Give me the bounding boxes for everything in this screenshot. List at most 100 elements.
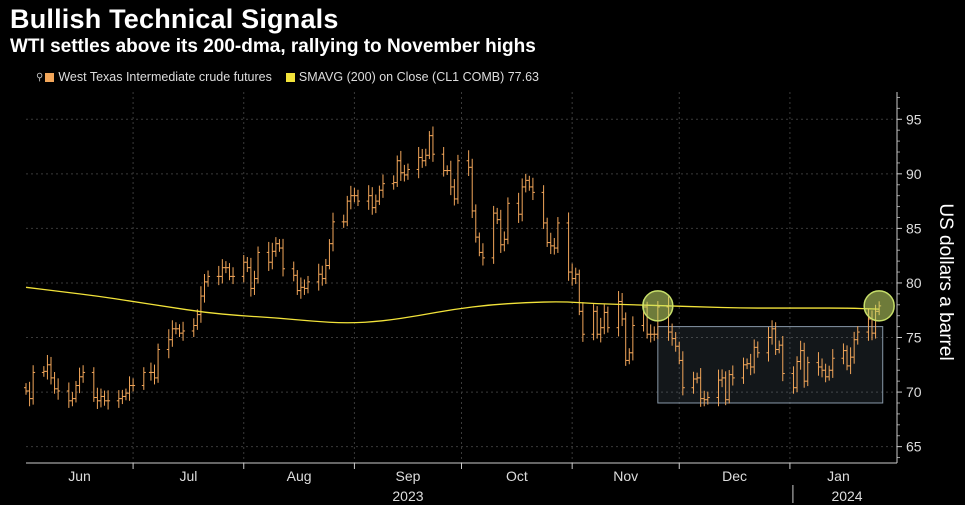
price-bar bbox=[523, 173, 528, 193]
price-bar bbox=[298, 277, 303, 299]
price-bar bbox=[423, 148, 428, 167]
price-bar bbox=[495, 207, 500, 225]
price-bar bbox=[498, 209, 503, 253]
x-tick-label: Jun bbox=[68, 468, 91, 484]
price-bar bbox=[77, 367, 82, 394]
x-tick-label: Jan bbox=[827, 468, 850, 484]
price-bar bbox=[780, 335, 785, 382]
price-bar bbox=[41, 366, 46, 377]
price-bar bbox=[148, 362, 153, 381]
price-bar bbox=[627, 348, 632, 365]
price-bar bbox=[291, 261, 296, 282]
price-bar bbox=[391, 175, 396, 190]
price-bar bbox=[252, 270, 257, 295]
price-bar bbox=[623, 312, 628, 366]
chart-subtitle: WTI settles above its 200-dma, rallying … bbox=[10, 36, 536, 57]
price-bar bbox=[195, 309, 200, 330]
price-bar bbox=[345, 195, 350, 227]
price-bar bbox=[502, 231, 507, 252]
price-bar bbox=[56, 378, 61, 400]
price-bar bbox=[102, 390, 107, 406]
legend-label-wti: West Texas Intermediate crude futures bbox=[58, 70, 272, 84]
price-bar bbox=[220, 259, 225, 284]
price-bar bbox=[545, 217, 550, 247]
y-tick-label: 95 bbox=[906, 111, 922, 127]
price-bar bbox=[81, 365, 86, 383]
price-bar bbox=[366, 185, 371, 210]
grid bbox=[26, 92, 897, 463]
price-bar bbox=[477, 232, 482, 257]
price-bar bbox=[480, 243, 485, 266]
price-bar bbox=[548, 232, 553, 255]
price-bar bbox=[24, 383, 28, 395]
price-bar bbox=[352, 187, 357, 203]
price-bar bbox=[330, 212, 335, 252]
price-bar bbox=[605, 306, 610, 333]
price-bar bbox=[166, 329, 171, 359]
legend-item-sma: SMAVG (200) on Close (CL1 COMB) 77.63 bbox=[285, 70, 539, 84]
price-bar bbox=[141, 367, 146, 390]
x-tick-label: Sep bbox=[395, 468, 420, 484]
price-bar bbox=[730, 365, 735, 386]
price-bar bbox=[273, 237, 278, 257]
price-bar bbox=[341, 214, 346, 228]
price-bar bbox=[177, 324, 182, 337]
x-tick-label: Aug bbox=[287, 468, 312, 484]
price-bar bbox=[530, 177, 535, 201]
price-bar bbox=[855, 326, 860, 345]
price-bar bbox=[48, 356, 53, 385]
price-bar bbox=[555, 217, 560, 253]
price-bar bbox=[248, 257, 253, 297]
price-bar bbox=[620, 292, 625, 327]
y-tick-label: 65 bbox=[906, 439, 922, 455]
price-bar bbox=[327, 239, 332, 270]
price-bar bbox=[427, 131, 432, 160]
x-tick-label: Dec bbox=[722, 468, 747, 484]
price-bar bbox=[402, 164, 407, 182]
price-bar bbox=[452, 179, 457, 206]
price-bar bbox=[131, 378, 136, 392]
price-bar bbox=[445, 165, 450, 175]
price-bar bbox=[395, 155, 400, 187]
price-bar bbox=[95, 387, 100, 409]
highlight-circles bbox=[642, 290, 895, 322]
price-bar bbox=[98, 388, 103, 408]
price-bar bbox=[630, 316, 635, 361]
price-bar bbox=[616, 291, 621, 337]
price-bar bbox=[227, 263, 232, 281]
y-tick-label: 75 bbox=[906, 330, 922, 346]
year-label: 2024 bbox=[831, 488, 862, 504]
price-bar bbox=[430, 126, 435, 162]
price-bar bbox=[66, 382, 71, 408]
price-bar bbox=[755, 341, 760, 358]
chart-title: Bullish Technical Signals bbox=[10, 4, 339, 34]
price-bar bbox=[680, 351, 685, 396]
price-bar bbox=[470, 158, 475, 219]
year-label: 2023 bbox=[392, 488, 423, 504]
price-bar bbox=[198, 286, 203, 323]
price-bar bbox=[91, 367, 96, 402]
price-bar bbox=[570, 263, 575, 286]
price-bar bbox=[705, 391, 710, 405]
price-bar bbox=[516, 192, 521, 223]
legend-item-wti: ⚲ West Texas Intermediate crude futures bbox=[36, 70, 272, 84]
sma-line bbox=[25, 286, 880, 324]
legend-swatch-wti bbox=[45, 72, 55, 82]
price-bar bbox=[455, 154, 460, 204]
price-bar bbox=[448, 160, 453, 196]
price-bar bbox=[398, 150, 403, 181]
price-bar bbox=[505, 197, 510, 245]
price-bar bbox=[216, 265, 221, 286]
price-bar bbox=[52, 371, 57, 394]
price-bar bbox=[152, 364, 157, 385]
price-bar bbox=[598, 317, 603, 343]
price-bar bbox=[116, 390, 121, 408]
price-bar bbox=[106, 390, 111, 410]
y-axis-label: US dollars a barrel bbox=[935, 203, 956, 361]
highlight-circle bbox=[863, 290, 895, 322]
price-bar bbox=[355, 189, 360, 207]
price-bar bbox=[295, 270, 300, 295]
price-bar bbox=[520, 178, 525, 222]
price-bar bbox=[552, 237, 557, 255]
